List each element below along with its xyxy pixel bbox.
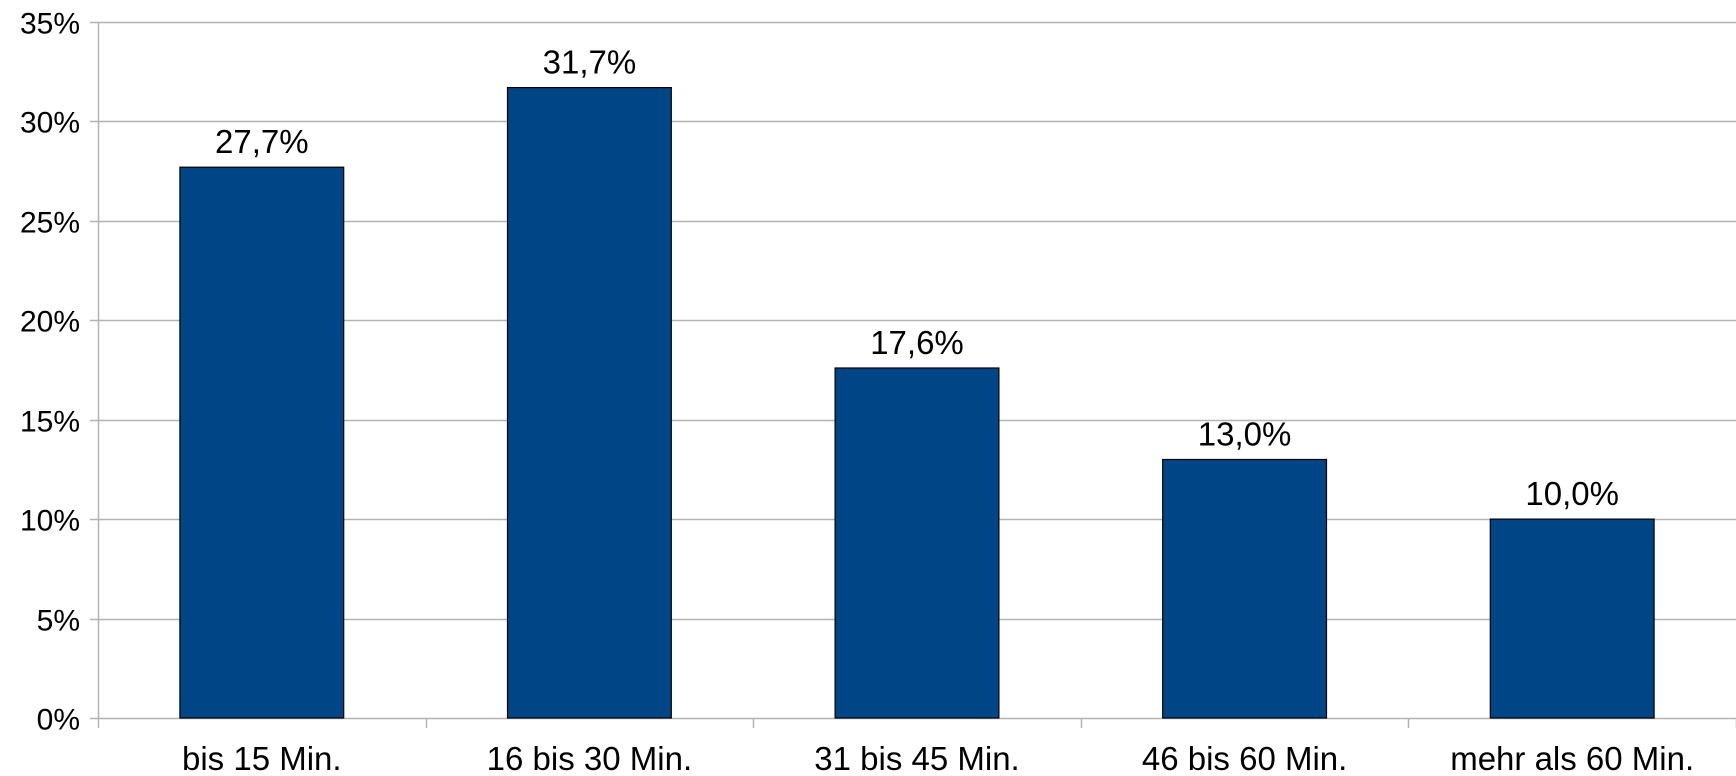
x-category-label: mehr als 60 Min. <box>1450 740 1694 776</box>
y-tick-label: 30% <box>20 107 80 140</box>
bar <box>506 86 672 719</box>
bar-data-label: 10,0% <box>1525 475 1619 512</box>
y-tick-label: 35% <box>20 8 80 41</box>
y-tick-label: 0% <box>37 704 80 737</box>
x-category-label: bis 15 Min. <box>182 740 342 776</box>
bar <box>179 166 345 719</box>
bar <box>834 367 1000 719</box>
bars <box>179 86 1655 719</box>
y-tick-label: 5% <box>37 605 80 638</box>
y-tick-label: 25% <box>20 207 80 240</box>
bar-data-label: 17,6% <box>870 324 964 361</box>
y-tick-label: 10% <box>20 505 80 538</box>
bar-data-label: 13,0% <box>1198 416 1292 453</box>
y-tick-label: 20% <box>20 306 80 339</box>
axes <box>90 21 1736 728</box>
x-category-label: 46 bis 60 Min. <box>1142 740 1347 776</box>
bar <box>1489 518 1655 719</box>
y-tick-label: 15% <box>20 406 80 439</box>
bar-data-label: 27,7% <box>215 123 309 160</box>
x-category-label: 31 bis 45 Min. <box>814 740 1019 776</box>
bar <box>1162 458 1328 719</box>
bar-data-label: 31,7% <box>543 44 637 81</box>
labels: 0% 5% 10% 15% 20% 25% 30% 35% 27,7% bis 15 Min. 31… <box>20 8 1694 776</box>
x-category-label: 16 bis 30 Min. <box>487 740 692 776</box>
